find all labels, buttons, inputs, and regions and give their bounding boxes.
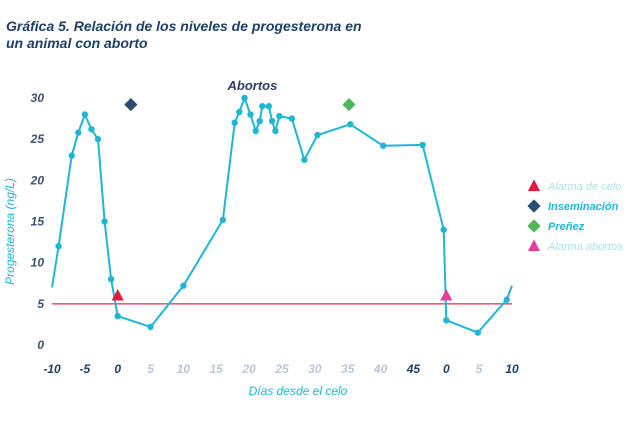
x-tick-label: 0 [443, 362, 450, 376]
data-point [81, 111, 89, 118]
x-tick-label: 5 [476, 362, 483, 376]
data-point [114, 312, 121, 320]
chart-title-line-2: un animal con aborto [6, 35, 148, 51]
x-tick-label: 25 [274, 362, 289, 376]
chart-title-line-1: Gráfica 5. Relación de los niveles de pr… [6, 18, 362, 34]
legend-marker [527, 179, 541, 191]
data-point [440, 226, 447, 233]
data-point [276, 112, 283, 120]
data-point [347, 121, 354, 128]
legend-label: Preñez [548, 221, 585, 233]
x-tick-label: 0 [114, 362, 121, 376]
y-tick-label: 10 [31, 256, 45, 270]
y-axis-label: Progesterona (ng/L) [3, 178, 17, 285]
data-point [314, 131, 321, 139]
x-tick-label: 5 [147, 362, 154, 376]
x-axis-label: Días desde el celo [249, 384, 348, 398]
data-point [443, 317, 450, 324]
y-tick-label: 30 [31, 91, 45, 105]
legend-label: Alarma de celo [547, 181, 621, 193]
x-tick-label: -10 [43, 362, 61, 376]
legend-marker [527, 219, 541, 233]
marker-layer [111, 97, 453, 301]
data-point [268, 117, 276, 125]
legend-label: Alarma abortos [547, 241, 623, 253]
event-marker [342, 97, 356, 112]
x-tick-label: 10 [505, 362, 519, 376]
data-point [265, 103, 273, 110]
data-point [68, 152, 75, 159]
x-tick-label: 30 [308, 362, 322, 376]
legend-marker [527, 199, 541, 213]
data-point [147, 323, 154, 331]
data-point [474, 329, 482, 336]
x-tick-label: -5 [80, 362, 91, 376]
data-point [219, 216, 227, 224]
data-point [94, 135, 102, 143]
y-tick-label: 20 [30, 173, 45, 187]
data-point [107, 275, 115, 283]
data-point [88, 126, 95, 133]
legend: Alarma de celo Inseminación Preñez Alarma a… [527, 179, 623, 253]
legend-marker [527, 239, 541, 251]
event-marker [111, 289, 124, 301]
legend-label: Inseminación [548, 201, 619, 213]
x-tick-label: 15 [210, 362, 224, 376]
x-tick-label: 45 [406, 362, 421, 376]
data-point [247, 111, 254, 118]
data-point [272, 127, 279, 135]
x-tick-label: 40 [373, 362, 388, 376]
y-tick-label: 15 [31, 215, 45, 229]
x-tick-label: 20 [241, 362, 256, 376]
x-tick-label: 35 [341, 362, 355, 376]
data-point [75, 129, 82, 136]
data-point [252, 127, 259, 135]
data-point [259, 103, 266, 110]
data-point [101, 218, 108, 225]
chart-title: Gráfica 5. Relación de los niveles de pr… [6, 18, 366, 52]
event-marker [440, 289, 453, 301]
data-point [241, 94, 248, 102]
data-point [231, 119, 238, 126]
x-tick-label: 10 [177, 362, 191, 376]
data-point [419, 141, 426, 149]
data-point [288, 115, 296, 122]
y-tick-label: 5 [37, 297, 44, 311]
annotation-abortos: Abortos [227, 78, 278, 93]
event-marker [124, 97, 138, 112]
x-axis: -10 -5 0 5 10 15 20 25 30 35 40 45 0 5 10 [43, 362, 519, 376]
data-point [180, 282, 187, 289]
series-layer [51, 94, 513, 336]
y-tick-label: 0 [37, 338, 44, 352]
data-point [301, 156, 308, 163]
data-point [236, 108, 243, 116]
data-point [55, 243, 62, 250]
data-point [503, 296, 510, 303]
data-point [256, 117, 263, 125]
data-point [380, 142, 387, 149]
y-axis: 0 5 10 15 20 25 30 [30, 91, 45, 352]
y-tick-label: 25 [30, 132, 45, 146]
